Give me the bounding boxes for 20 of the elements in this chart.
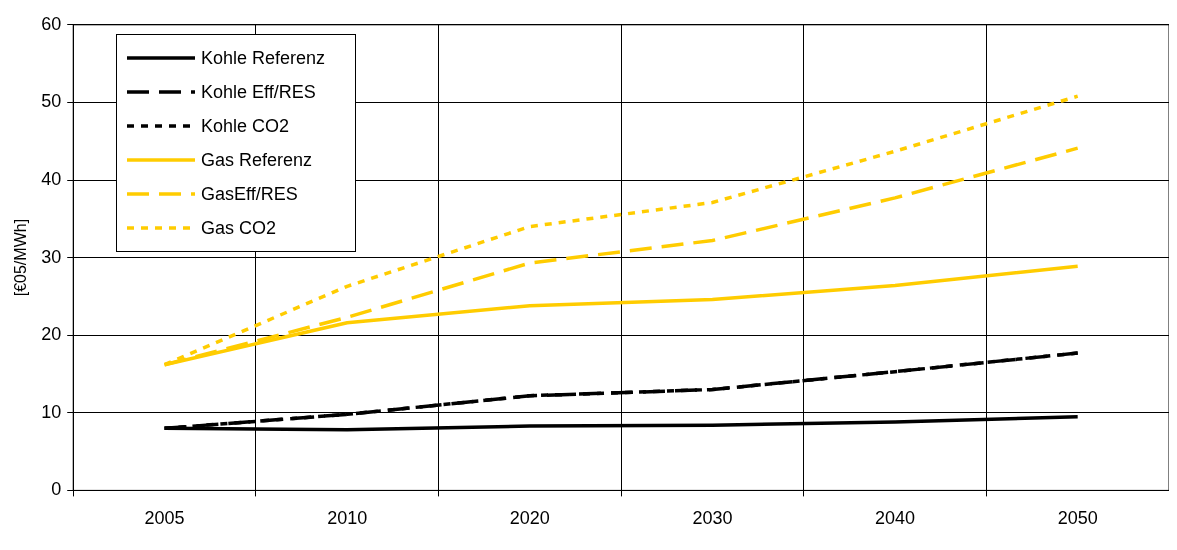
y-tick-label: 40: [41, 168, 62, 189]
x-tick-label: 2010: [327, 508, 368, 529]
y-tick-label: 20: [41, 324, 62, 345]
x-tick-label: 2005: [144, 508, 185, 529]
y-tick-label: 30: [41, 246, 62, 267]
legend-label: Kohle Eff/RES: [201, 81, 316, 103]
legend-label: Gas Referenz: [201, 149, 313, 171]
x-tick-label: 2030: [692, 508, 733, 529]
y-tick-label: 10: [41, 401, 62, 422]
y-tick-label: 50: [41, 91, 62, 112]
y-axis-title: [€05/MWh]: [12, 218, 30, 297]
legend-label: Kohle CO2: [201, 115, 290, 137]
x-tick-label: 2050: [1057, 508, 1098, 529]
y-tick-label: 60: [41, 13, 62, 34]
x-tick-label: 2020: [509, 508, 550, 529]
y-tick-label: 0: [51, 479, 62, 500]
legend-label: Gas CO2: [201, 217, 277, 239]
legend-label: GasEff/RES: [201, 183, 298, 205]
x-tick-label: 2040: [875, 508, 916, 529]
legend-label: Kohle Referenz: [201, 47, 326, 69]
